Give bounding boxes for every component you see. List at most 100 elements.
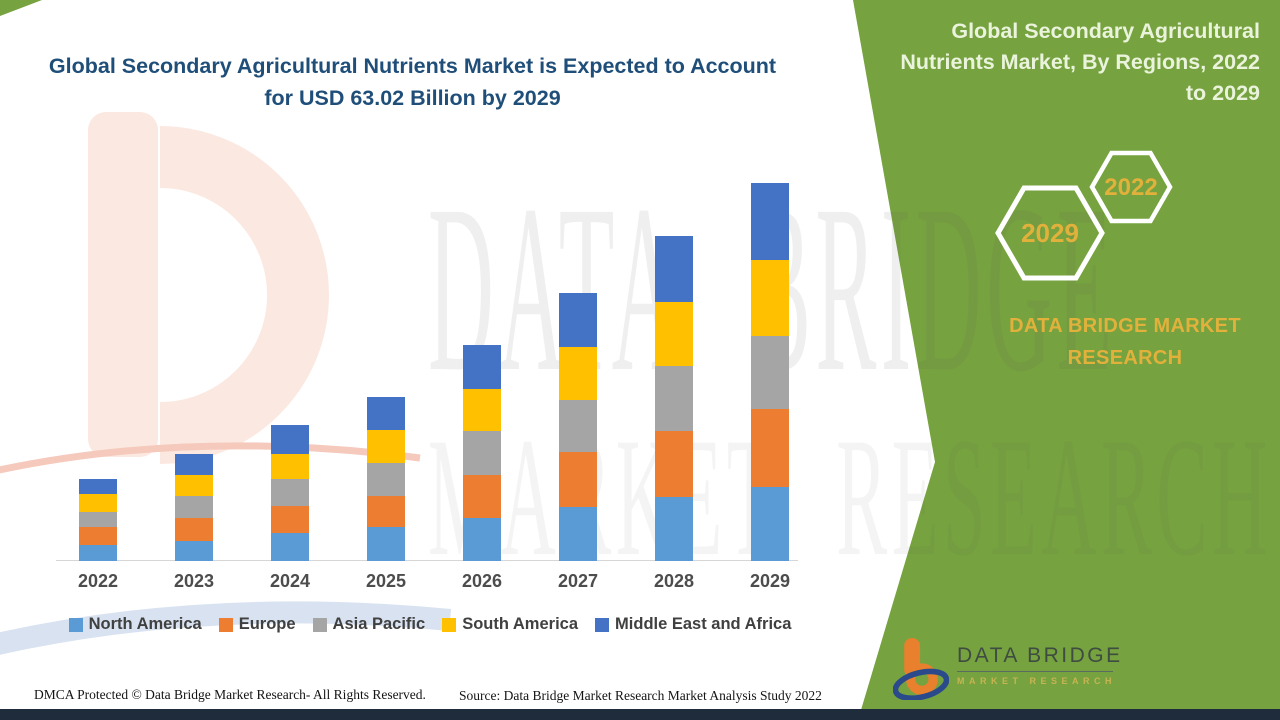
bar-segment-europe-2029 bbox=[751, 409, 789, 487]
bar-segment-north-america-2023 bbox=[175, 540, 213, 561]
legend-item-europe: Europe bbox=[218, 615, 296, 634]
bar-segment-europe-2027 bbox=[559, 451, 597, 507]
bar-2024 bbox=[271, 425, 309, 561]
legend-label-south-america: South America bbox=[462, 615, 579, 633]
legend-label-middle-east-and-africa: Middle East and Africa bbox=[615, 615, 792, 633]
year-hexagons: 2022 2029 bbox=[995, 150, 1173, 281]
bar-segment-europe-2025 bbox=[367, 495, 405, 527]
bar-segment-middle-east-and-africa-2023 bbox=[175, 454, 213, 476]
bar-segment-south-america-2028 bbox=[655, 301, 693, 367]
bar-segment-asia-pacific-2024 bbox=[271, 478, 309, 506]
watermark-logo-b bbox=[0, 112, 452, 655]
bar-segment-middle-east-and-africa-2028 bbox=[655, 236, 693, 302]
x-axis-label-2026: 2026 bbox=[461, 571, 503, 591]
brand-caption: DATA BRIDGE MARKET RESEARCH bbox=[1009, 315, 1241, 369]
x-axis-label-2022: 2022 bbox=[77, 571, 119, 591]
bar-segment-south-america-2022 bbox=[79, 494, 117, 512]
bar-segment-north-america-2026 bbox=[463, 517, 501, 561]
bar-segment-middle-east-and-africa-2025 bbox=[367, 397, 405, 431]
legend-label-north-america: North America bbox=[88, 615, 202, 633]
legend-swatch-middle-east-and-africa bbox=[595, 617, 610, 632]
watermark-b-bowl bbox=[159, 126, 329, 464]
bar-2025 bbox=[367, 397, 405, 561]
legend-item-south-america: South America bbox=[442, 615, 578, 634]
bar-segment-asia-pacific-2029 bbox=[751, 336, 789, 410]
hexagon-2029-label: 2029 bbox=[1021, 218, 1079, 248]
bar-2022 bbox=[79, 479, 117, 561]
bottom-bar bbox=[0, 709, 1280, 720]
bar-segment-north-america-2028 bbox=[655, 496, 693, 561]
hexagon-2022 bbox=[1089, 150, 1173, 224]
dmca-notice: DMCA Protected © Data Bridge Market Rese… bbox=[34, 687, 426, 702]
databridge-logo-mark bbox=[893, 638, 949, 700]
logo-tagline-text: MARKET RESEARCH bbox=[957, 676, 1117, 686]
bar-segment-asia-pacific-2027 bbox=[559, 400, 597, 452]
bar-segment-europe-2022 bbox=[79, 526, 117, 545]
legend-swatch-south-america bbox=[442, 617, 457, 632]
logo-b-bowl bbox=[906, 663, 938, 696]
logo-brand-text: DATA BRIDGE bbox=[957, 644, 1123, 667]
bar-segment-asia-pacific-2025 bbox=[367, 463, 405, 496]
legend-item-asia-pacific: Asia Pacific bbox=[312, 615, 426, 634]
bar-segment-south-america-2027 bbox=[559, 346, 597, 401]
side-panel-title: Global Secondary Agricultural Nutrients … bbox=[900, 19, 1260, 105]
bar-segment-middle-east-and-africa-2027 bbox=[559, 292, 597, 347]
bar-segment-middle-east-and-africa-2022 bbox=[79, 479, 117, 495]
legend-label-europe: Europe bbox=[238, 615, 296, 633]
hexagon-2029 bbox=[995, 185, 1105, 281]
x-axis-label-2029: 2029 bbox=[749, 571, 791, 591]
source-note: Source: Data Bridge Market Research Mark… bbox=[459, 688, 822, 703]
bar-segment-south-america-2029 bbox=[751, 260, 789, 337]
databridge-logo: DATA BRIDGE MARKET RESEARCH bbox=[893, 636, 1133, 700]
bar-segment-middle-east-and-africa-2024 bbox=[271, 425, 309, 454]
bar-2028 bbox=[655, 236, 693, 561]
bar-2026 bbox=[463, 345, 501, 561]
x-axis-line bbox=[56, 560, 798, 561]
hexagon-2022-label: 2022 bbox=[1104, 174, 1157, 201]
bar-2027 bbox=[559, 292, 597, 561]
bar-2023 bbox=[175, 454, 213, 561]
bar-segment-asia-pacific-2022 bbox=[79, 511, 117, 527]
bar-segment-north-america-2024 bbox=[271, 532, 309, 561]
legend-item-middle-east-and-africa: Middle East and Africa bbox=[595, 615, 791, 634]
bar-segment-asia-pacific-2026 bbox=[463, 431, 501, 475]
x-axis-label-2025: 2025 bbox=[365, 571, 407, 591]
bar-segment-south-america-2023 bbox=[175, 475, 213, 496]
bar-2029 bbox=[751, 183, 789, 561]
chart-legend: North America Europe Asia Pacific South Ame… bbox=[30, 615, 830, 634]
bar-segment-south-america-2026 bbox=[463, 389, 501, 432]
x-axis-label-2023: 2023 bbox=[173, 571, 215, 591]
x-axis-label-2028: 2028 bbox=[653, 571, 695, 591]
bar-segment-south-america-2024 bbox=[271, 453, 309, 479]
watermark-b-stem bbox=[88, 112, 158, 457]
x-axis-label-2024: 2024 bbox=[269, 571, 311, 591]
legend-item-north-america: North America bbox=[68, 615, 202, 634]
bar-segment-europe-2026 bbox=[463, 474, 501, 518]
bar-segment-asia-pacific-2028 bbox=[655, 366, 693, 432]
legend-swatch-asia-pacific bbox=[312, 617, 327, 632]
logo-underline bbox=[957, 671, 1113, 672]
watermark-red-swoosh bbox=[0, 442, 421, 474]
bar-segment-middle-east-and-africa-2026 bbox=[463, 345, 501, 390]
bar-segment-europe-2028 bbox=[655, 431, 693, 497]
logo-text-column: DATA BRIDGE MARKET RESEARCH bbox=[957, 636, 1123, 686]
bar-segment-north-america-2022 bbox=[79, 544, 117, 561]
legend-swatch-north-america bbox=[68, 617, 83, 632]
bar-segment-europe-2024 bbox=[271, 505, 309, 533]
logo-blue-swoosh bbox=[893, 668, 949, 700]
bar-segment-south-america-2025 bbox=[367, 430, 405, 464]
bar-segment-north-america-2029 bbox=[751, 486, 789, 561]
x-axis-label-2027: 2027 bbox=[557, 571, 599, 591]
watermark-blue-swoosh bbox=[0, 601, 452, 655]
bar-segment-middle-east-and-africa-2029 bbox=[751, 183, 789, 261]
bar-segment-asia-pacific-2023 bbox=[175, 495, 213, 519]
bar-segment-north-america-2027 bbox=[559, 507, 597, 561]
legend-label-asia-pacific: Asia Pacific bbox=[332, 615, 426, 633]
chart-title: Global Secondary Agricultural Nutrients … bbox=[48, 54, 777, 110]
legend-swatch-europe bbox=[218, 617, 233, 632]
bar-segment-europe-2023 bbox=[175, 518, 213, 541]
bar-segment-north-america-2025 bbox=[367, 526, 405, 561]
